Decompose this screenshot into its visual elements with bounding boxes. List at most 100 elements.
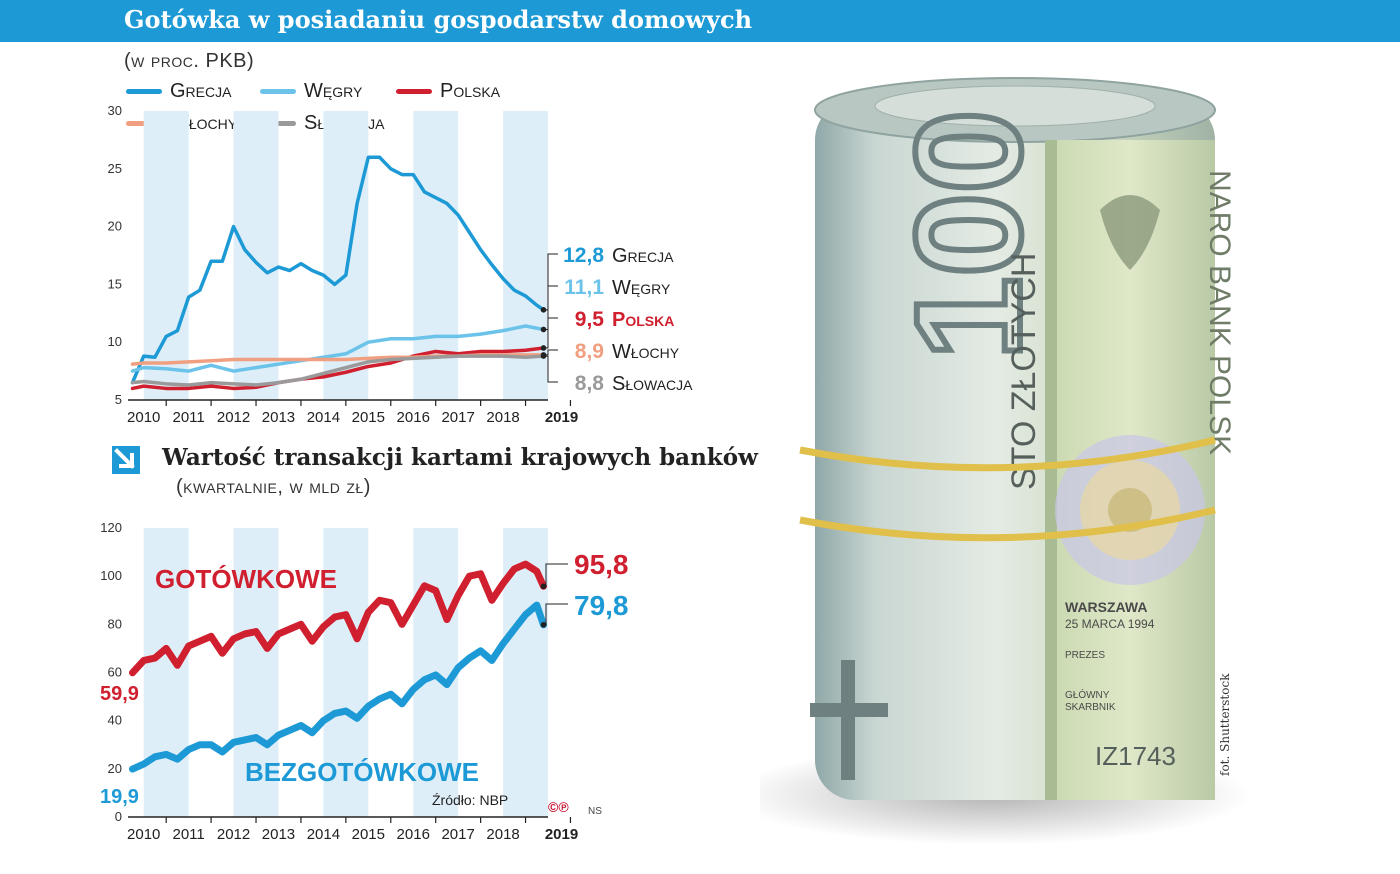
legend-swatch bbox=[396, 89, 432, 94]
series-label-bezgotowkowe: BEZGOTÓWKOWE bbox=[245, 757, 479, 787]
chart2-title: Wartość transakcji kartami krajowych ban… bbox=[162, 444, 758, 471]
denomination-text: 100 bbox=[884, 110, 1052, 360]
legend-label: Polska bbox=[440, 80, 501, 102]
x-tick-label: 2013 bbox=[262, 826, 295, 843]
skarbnik-text-1: GŁÓWNY bbox=[1065, 688, 1110, 701]
year-band bbox=[143, 111, 189, 400]
year-band bbox=[233, 528, 279, 817]
x-tick-label: 2018 bbox=[486, 826, 519, 843]
end-value-label: 9,5 bbox=[575, 308, 605, 331]
end-value-bezgotowkowe: 79,8 bbox=[574, 590, 629, 621]
y-tick-label: 60 bbox=[108, 665, 122, 680]
page-title: Gotówka w posiadaniu gospodarstw domowyc… bbox=[124, 5, 753, 34]
x-tick-label: 2014 bbox=[307, 409, 340, 426]
title-banner: Gotówka w posiadaniu gospodarstw domowyc… bbox=[0, 0, 1400, 42]
y-tick-label: 25 bbox=[108, 161, 122, 176]
author-initials: NS bbox=[588, 806, 602, 817]
x-tick-label: 2018 bbox=[486, 409, 519, 426]
y-tick-label: 100 bbox=[100, 568, 122, 583]
year-band bbox=[143, 528, 189, 817]
start-value-bezgotowkowe: 19,9 bbox=[100, 786, 139, 808]
y-tick-label: 0 bbox=[115, 809, 122, 824]
x-tick-label: 2013 bbox=[262, 409, 295, 426]
source-note: Źródło: NBP bbox=[432, 792, 509, 808]
banknote-roll-photo: 100 STO ZŁOTYCH NARO BANK POLSK WARSZAWA… bbox=[760, 77, 1250, 845]
chart-card-transactions: 0 20 40 60 80 100 120 2010 2011 2012 2013 2014 2015 2… bbox=[100, 520, 629, 843]
end-series-label: Węgry bbox=[612, 277, 671, 299]
callout-leader bbox=[543, 563, 568, 587]
y-tick-label: 20 bbox=[108, 219, 122, 234]
callout-leader bbox=[543, 355, 558, 383]
bank-name: NARO BANK POLSK bbox=[1203, 170, 1236, 455]
callout-leader bbox=[543, 317, 558, 349]
legend-swatch bbox=[260, 89, 296, 94]
y-tick-label: 5 bbox=[115, 392, 122, 407]
chart-cash-gdp: 5 10 15 20 25 30 2010 2011 2012 2013 2014 2015 2016 2… bbox=[108, 103, 694, 426]
prezes-text: PREZES bbox=[1065, 650, 1105, 661]
y-tick-label: 30 bbox=[108, 103, 122, 118]
x-tick-label: 2014 bbox=[307, 826, 340, 843]
end-series-label: Polska bbox=[612, 309, 674, 331]
end-value-label: 8,9 bbox=[575, 340, 604, 363]
series-line-słowacja bbox=[130, 354, 546, 387]
x-tick-label: 2015 bbox=[352, 409, 385, 426]
copyright-mark: ©℗ bbox=[548, 799, 569, 815]
end-series-label: Grecja bbox=[612, 245, 674, 267]
y-tick-label: 20 bbox=[108, 761, 122, 776]
x-tick-label: 2016 bbox=[397, 826, 430, 843]
callout-leader bbox=[543, 603, 568, 626]
x-tick-label: 2010 bbox=[127, 409, 160, 426]
callout-leader bbox=[543, 349, 558, 356]
x-tick-label: 2017 bbox=[441, 409, 474, 426]
series-line-bezgotówkowe bbox=[128, 601, 548, 773]
callout-leader bbox=[543, 253, 558, 311]
x-tick-label: 2012 bbox=[217, 409, 250, 426]
x-tick-label: 2011 bbox=[173, 409, 205, 426]
x-tick-label: 2019 bbox=[545, 826, 578, 843]
x-tick-label: 2012 bbox=[217, 826, 250, 843]
y-tick-label: 10 bbox=[108, 334, 122, 349]
city-text: WARSZAWA bbox=[1065, 599, 1147, 615]
section-arrow-icon bbox=[112, 446, 140, 474]
x-tick-label: 2017 bbox=[441, 826, 474, 843]
end-series-label: Słowacja bbox=[612, 373, 693, 395]
year-band bbox=[323, 528, 369, 817]
rubber-band-lower bbox=[799, 506, 1216, 542]
eagle-emblem bbox=[1100, 195, 1160, 270]
series-line-grecja bbox=[130, 155, 546, 385]
x-tick-label: 2010 bbox=[127, 826, 160, 843]
legend-polska: Polska bbox=[396, 80, 500, 103]
callout-leader bbox=[543, 285, 558, 330]
date-text: 25 MARCA 1994 bbox=[1065, 617, 1155, 631]
legend-label: Węgry bbox=[304, 80, 363, 102]
end-value-label: 11,1 bbox=[564, 276, 604, 299]
skarbnik-text-2: SKARBNIK bbox=[1065, 702, 1116, 713]
end-series-label: Włochy bbox=[612, 341, 680, 363]
x-tick-label: 2016 bbox=[397, 409, 430, 426]
series-line-polska bbox=[130, 346, 546, 391]
series-line-gotówkowe bbox=[128, 560, 548, 677]
rubber-band-upper bbox=[799, 436, 1216, 472]
x-tick-label: 2015 bbox=[352, 826, 385, 843]
serial-number: IZ1743 bbox=[1095, 741, 1176, 771]
chart1-subtitle: (w proc. PKB) bbox=[124, 50, 255, 72]
y-tick-label: 80 bbox=[108, 616, 122, 631]
photo-credit: fot. Shutterstock bbox=[1218, 673, 1232, 776]
end-value-label: 12,8 bbox=[563, 244, 604, 267]
end-value-label: 8,8 bbox=[575, 372, 605, 395]
series-label-gotowkowe: GOTÓWKOWE bbox=[155, 564, 337, 594]
legend-wegry: Węgry bbox=[260, 80, 362, 103]
y-tick-label: 120 bbox=[100, 520, 122, 535]
year-band bbox=[233, 111, 279, 400]
series-line-węgry bbox=[130, 324, 546, 373]
y-tick-label: 40 bbox=[108, 713, 122, 728]
legend-grecja: Grecja bbox=[126, 80, 231, 103]
x-tick-label: 2019 bbox=[545, 409, 578, 426]
denomination-words: STO ZŁOTYCH bbox=[1005, 253, 1043, 490]
end-value-gotowkowe: 95,8 bbox=[574, 549, 629, 580]
cross-mark bbox=[810, 660, 888, 780]
legend-label: Grecja bbox=[170, 80, 232, 102]
x-tick-label: 2011 bbox=[173, 826, 205, 843]
chart2-subtitle: (kwartalnie, w mld zł) bbox=[176, 476, 371, 498]
legend-swatch bbox=[126, 89, 162, 94]
